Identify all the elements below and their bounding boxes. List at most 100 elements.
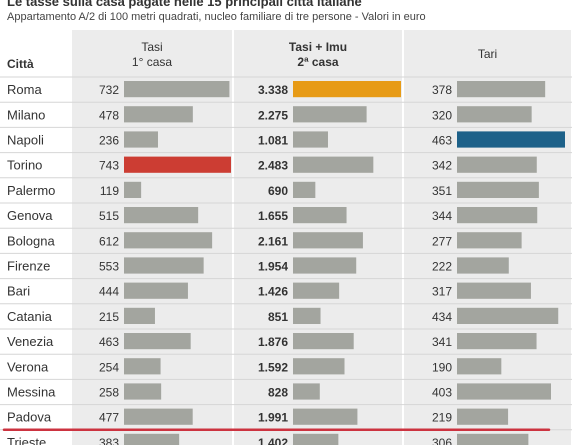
city-label: Catania	[7, 309, 53, 324]
value-label-tasi-imu: 2.275	[258, 108, 288, 122]
city-label: Torino	[7, 158, 42, 173]
value-label-tari: 190	[432, 360, 452, 374]
city-label: Messina	[7, 385, 56, 400]
value-label-tasi: 515	[99, 209, 119, 223]
bar-tasi	[124, 181, 142, 198]
city-label: Padova	[7, 410, 52, 425]
bar-tasi-imu	[293, 383, 320, 400]
bar-tasi-imu	[293, 232, 363, 249]
city-label: Verona	[7, 359, 49, 374]
city-label: Milano	[7, 107, 45, 122]
value-label-tasi-imu: 690	[268, 184, 288, 198]
value-label-tasi-imu: 1.655	[258, 209, 288, 223]
bar-tasi-imu	[293, 282, 340, 299]
bar-tasi	[124, 433, 180, 445]
bar-tari	[457, 232, 522, 249]
chart-title: Le tasse sulla casa pagate nelle 15 prin…	[7, 0, 362, 9]
value-label-tari: 306	[432, 436, 452, 445]
value-label-tari: 222	[432, 260, 452, 274]
value-label-tasi: 478	[99, 108, 119, 122]
bar-tari	[457, 156, 537, 173]
bar-tasi-imu	[293, 333, 354, 350]
bar-tari	[457, 333, 537, 350]
bar-tasi	[124, 383, 162, 400]
bar-tari	[457, 207, 538, 224]
value-label-tasi-imu: 1.991	[258, 411, 288, 425]
header-tasi-line2: 1° casa	[132, 55, 172, 69]
value-label-tasi-imu: 1.592	[258, 360, 288, 374]
value-label-tari: 344	[432, 209, 452, 223]
bar-tasi	[124, 156, 231, 173]
header-tasi-line1: Tasi	[141, 40, 162, 54]
bar-tasi	[124, 282, 188, 299]
value-label-tari: 219	[432, 411, 452, 425]
bar-tasi	[124, 333, 191, 350]
city-label: Napoli	[7, 133, 44, 148]
bar-tari	[457, 81, 546, 98]
bar-tari	[457, 131, 565, 148]
value-label-tari: 463	[432, 134, 452, 148]
value-label-tasi: 444	[99, 285, 119, 299]
value-label-tasi: 119	[100, 184, 119, 198]
value-label-tari: 351	[432, 184, 452, 198]
bar-tasi-imu	[293, 81, 401, 98]
bar-tasi-imu	[293, 307, 321, 324]
bar-tari	[457, 282, 531, 299]
value-label-tasi-imu: 2.483	[258, 159, 288, 173]
bar-tasi	[124, 81, 230, 98]
bar-tari	[457, 383, 552, 400]
header-tasi-imu-line2: 2ª casa	[297, 55, 338, 69]
bar-tari	[457, 181, 539, 198]
bar-tasi-imu	[293, 207, 347, 224]
value-label-tasi-imu: 1.876	[258, 335, 288, 349]
bar-tari	[457, 408, 509, 425]
bar-tasi-imu	[293, 358, 345, 375]
chart-subtitle: Appartamento A/2 di 100 metri quadrati, …	[7, 11, 426, 23]
value-label-tari: 341	[432, 335, 452, 349]
value-label-tari: 320	[432, 108, 452, 122]
header-city: Città	[7, 57, 34, 71]
value-label-tasi-imu: 2.161	[258, 234, 288, 248]
value-label-tasi: 732	[99, 83, 119, 97]
bar-tasi	[124, 408, 193, 425]
bar-tasi-imu	[293, 106, 367, 123]
city-label: Bari	[7, 284, 30, 299]
value-label-tasi: 553	[99, 260, 119, 274]
bar-tasi	[124, 131, 158, 148]
bar-tari	[457, 433, 529, 445]
value-label-tari: 277	[432, 234, 452, 248]
city-label: Firenze	[7, 259, 50, 274]
city-label: Palermo	[7, 183, 55, 198]
value-label-tasi: 383	[99, 436, 119, 445]
bar-tasi-imu	[293, 257, 357, 274]
bar-tasi-imu	[293, 156, 374, 173]
bar-tari	[457, 106, 532, 123]
bar-tasi	[124, 106, 193, 123]
value-label-tari: 403	[432, 386, 452, 400]
city-label: Genova	[7, 208, 53, 223]
value-label-tasi-imu: 1.402	[258, 436, 288, 445]
bar-tasi-imu	[293, 181, 316, 198]
bar-tasi-imu	[293, 408, 358, 425]
bar-tari	[457, 257, 509, 274]
value-label-tasi-imu: 3.338	[258, 83, 288, 97]
value-label-tasi-imu: 828	[268, 386, 288, 400]
value-label-tasi: 477	[99, 411, 119, 425]
bar-tasi-imu	[293, 131, 328, 148]
city-label: Venezia	[7, 334, 54, 349]
bar-tasi-imu	[293, 433, 339, 445]
value-label-tari: 317	[432, 285, 452, 299]
value-label-tari: 434	[432, 310, 452, 324]
bar-tasi	[124, 358, 161, 375]
value-label-tasi: 215	[99, 310, 119, 324]
bar-tasi	[124, 232, 213, 249]
value-label-tasi: 236	[99, 134, 119, 148]
value-label-tasi-imu: 1.954	[258, 260, 288, 274]
value-label-tasi: 463	[99, 335, 119, 349]
city-label: Roma	[7, 82, 42, 97]
bar-tari	[457, 307, 559, 324]
value-label-tasi: 743	[99, 159, 119, 173]
value-label-tari: 378	[432, 83, 452, 97]
value-label-tasi-imu: 851	[268, 310, 288, 324]
bar-tasi	[124, 207, 199, 224]
